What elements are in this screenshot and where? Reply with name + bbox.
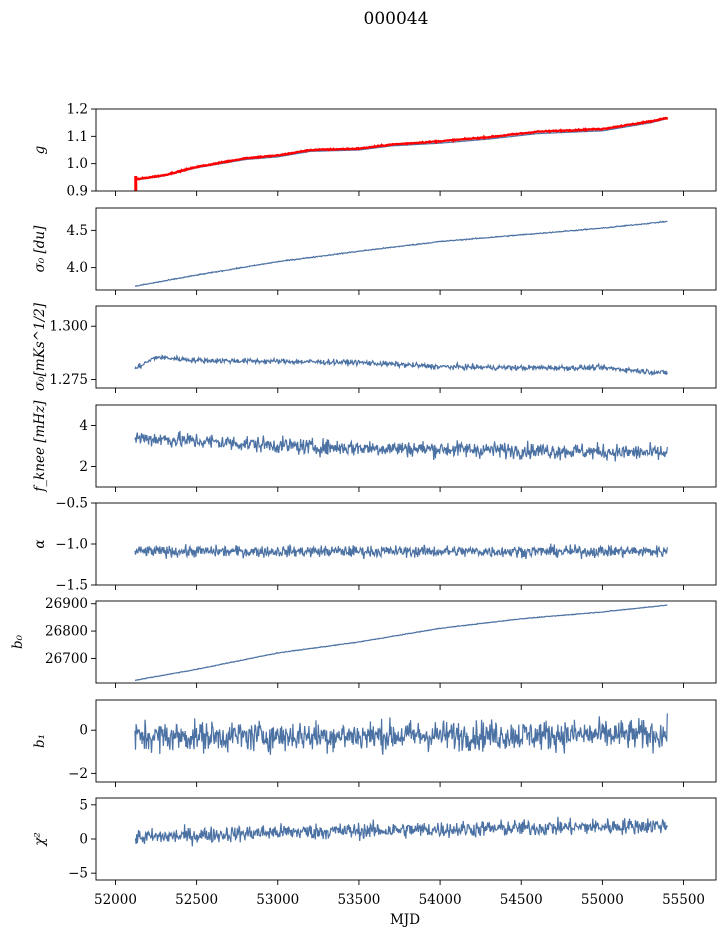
x-tick-label: 53000 [256, 892, 299, 908]
x-tick-label: 52500 [175, 892, 218, 908]
series-line-chi2 [134, 816, 668, 847]
panel-sigma0: 4.0 4.5 σ₀ [du] [32, 207, 717, 295]
series-line-alpha [134, 543, 668, 560]
panel-frame-fknee [95, 404, 717, 488]
panel-chi2: −5 0 5 χ² [32, 797, 717, 885]
panels: 0.9 1.0 1.1 1.2 g 4.0 4.5 σ₀ [du] 1.275 1.300σ₀[m… [10, 102, 717, 885]
y-tick-label-b1: −2 [68, 766, 88, 782]
y-tick-label-sigma0_mks: 1.275 [49, 372, 88, 388]
panel-frame-alpha [95, 502, 717, 586]
y-tick-label-fknee: 2 [79, 459, 88, 475]
panel-frame-sigma0_mks [95, 305, 717, 389]
y-axis-label-b1: b₁ [32, 734, 48, 748]
x-tick-label: 52000 [94, 892, 137, 908]
series-line-b0 [134, 604, 668, 682]
series-line-sigma0_mks [134, 354, 668, 377]
y-tick-label-b0: 26700 [45, 651, 88, 667]
y-axis-label-alpha: α [32, 539, 48, 548]
y-axis-label-b0: b₀ [10, 634, 26, 649]
y-tick-label-g: 1.0 [67, 156, 88, 172]
panel-frame-g [95, 108, 717, 192]
y-tick-label-b0: 26800 [45, 624, 88, 640]
panel-frame-sigma0 [95, 207, 717, 291]
x-axis-label: MJD [390, 912, 420, 928]
y-tick-label-chi2: 5 [79, 797, 88, 813]
y-axis-label-g: g [32, 145, 48, 154]
y-tick-label-chi2: 0 [79, 832, 88, 848]
y-tick-label-sigma0: 4.5 [67, 223, 88, 239]
panel-frame-b1 [95, 699, 717, 783]
fit-line-g [134, 116, 669, 181]
x-tick-label: 53500 [337, 892, 380, 908]
y-tick-label-g: 1.1 [67, 129, 88, 145]
y-tick-label-fknee: 4 [79, 418, 88, 434]
series-line-b1 [134, 713, 668, 755]
figure-suptitle: 000044 [364, 9, 429, 29]
x-tick-label: 54500 [500, 892, 543, 908]
y-tick-label-alpha: −1.0 [55, 537, 88, 553]
y-axis-label-sigma0: σ₀ [du] [32, 225, 48, 273]
series-line-g [134, 118, 668, 181]
y-tick-label-b0: 26900 [45, 596, 88, 612]
x-tick-label: 54000 [419, 892, 462, 908]
y-tick-label-alpha: −1.5 [55, 578, 88, 594]
y-axis-label-chi2: χ² [32, 832, 48, 847]
series-line-sigma0 [135, 220, 668, 288]
panel-alpha: −1.5 −1.0 −0.5 α [32, 496, 717, 594]
y-tick-label-sigma0_mks: 1.300 [49, 319, 88, 335]
panel-frame-b0 [95, 600, 717, 684]
y-tick-label-sigma0: 4.0 [67, 260, 88, 276]
x-axis: 52000 52500 53000 53500 54000 54500 55000 55500 [94, 892, 705, 908]
x-tick-label: 55000 [581, 892, 624, 908]
x-tick-label: 55500 [662, 892, 705, 908]
panel-g: 0.9 1.0 1.1 1.2 g [32, 102, 717, 200]
series-line-fknee [134, 430, 668, 462]
panel-b1: −2 0 b₁ [32, 699, 717, 787]
panel-fknee: 2 4 f_knee [mHz] [32, 400, 717, 493]
panel-b0: 26700 26800 26900 b₀ [10, 596, 717, 688]
y-axis-label-fknee: f_knee [mHz] [32, 400, 48, 493]
y-tick-label-g: 1.2 [67, 102, 88, 118]
y-tick-label-b1: 0 [79, 723, 88, 739]
y-axis-label-sigma0_mks: σ₀[mKs^1/2] [32, 302, 48, 391]
y-tick-label-chi2: −5 [68, 866, 88, 882]
panel-frame-chi2 [95, 797, 717, 881]
y-tick-label-g: 0.9 [67, 184, 88, 200]
y-tick-label-alpha: −0.5 [55, 496, 88, 512]
